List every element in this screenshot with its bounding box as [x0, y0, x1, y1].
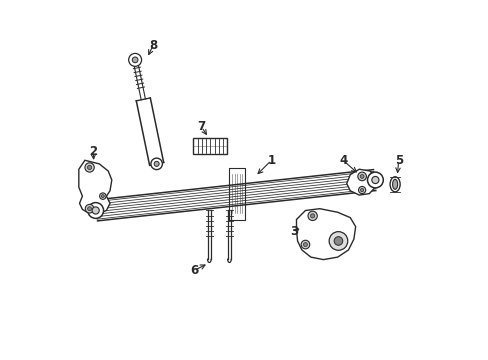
Text: 4: 4	[338, 154, 346, 167]
Circle shape	[85, 163, 94, 172]
Polygon shape	[193, 138, 227, 154]
Circle shape	[307, 211, 317, 221]
Text: 6: 6	[190, 264, 198, 277]
Circle shape	[154, 161, 159, 166]
Polygon shape	[296, 209, 355, 260]
Circle shape	[100, 193, 106, 199]
Circle shape	[358, 186, 365, 194]
Circle shape	[87, 165, 91, 170]
Ellipse shape	[392, 179, 397, 189]
Text: 7: 7	[197, 121, 205, 134]
Circle shape	[360, 188, 363, 192]
Circle shape	[367, 172, 383, 188]
Circle shape	[328, 231, 347, 250]
Text: 2: 2	[89, 145, 97, 158]
Circle shape	[128, 53, 142, 66]
Circle shape	[101, 195, 104, 198]
Circle shape	[92, 207, 99, 214]
Circle shape	[132, 57, 138, 63]
Circle shape	[151, 158, 162, 170]
Circle shape	[357, 172, 366, 181]
Circle shape	[333, 237, 342, 245]
Text: 8: 8	[149, 39, 157, 52]
Circle shape	[88, 203, 103, 219]
Circle shape	[371, 176, 378, 184]
Polygon shape	[79, 160, 112, 214]
Circle shape	[85, 204, 94, 213]
Polygon shape	[346, 169, 376, 195]
Circle shape	[360, 175, 364, 178]
Text: 5: 5	[394, 154, 402, 167]
Circle shape	[303, 243, 307, 247]
Circle shape	[301, 240, 309, 249]
Text: 1: 1	[267, 154, 275, 167]
Text: 3: 3	[290, 225, 298, 238]
Circle shape	[87, 207, 91, 211]
Ellipse shape	[389, 177, 399, 192]
Polygon shape	[136, 98, 163, 165]
Circle shape	[310, 214, 314, 218]
